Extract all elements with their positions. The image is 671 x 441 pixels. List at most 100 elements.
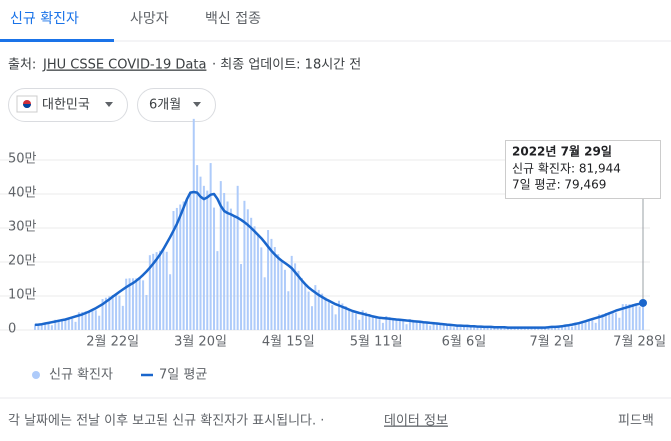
- bar: [473, 326, 476, 330]
- y-tick-label: 40만: [8, 186, 37, 201]
- y-tick-label: 0: [8, 322, 16, 337]
- bar: [351, 310, 354, 330]
- bar: [172, 211, 175, 330]
- bar: [148, 255, 151, 330]
- bar: [429, 325, 432, 330]
- bar: [523, 328, 526, 330]
- bar: [61, 319, 64, 330]
- bar: [64, 318, 67, 330]
- y-tick-label: 50만: [8, 152, 37, 167]
- bar: [402, 321, 405, 330]
- bar: [456, 324, 459, 330]
- bar: [213, 207, 216, 330]
- bar: [199, 176, 202, 330]
- bar: [442, 323, 445, 330]
- bar: [354, 313, 357, 330]
- bar: [240, 264, 243, 330]
- tab-active[interactable]: 신규 확진자: [10, 11, 79, 27]
- feedback[interactable]: 피드백: [618, 414, 654, 429]
- bar: [310, 306, 313, 330]
- bar: [77, 312, 80, 330]
- bar: [412, 319, 415, 330]
- bar: [500, 328, 503, 330]
- bar: [331, 305, 334, 330]
- bar: [547, 328, 550, 330]
- x-tick-label: 6월 6일: [442, 335, 487, 350]
- tab[interactable]: 사망자: [130, 11, 169, 27]
- bar: [128, 278, 131, 330]
- bar: [604, 313, 607, 330]
- bar: [169, 274, 172, 330]
- x-tick-label: 7월 28일: [613, 335, 666, 350]
- bar: [375, 317, 378, 330]
- bar: [381, 322, 384, 330]
- bar: [459, 324, 462, 330]
- bar: [243, 200, 246, 330]
- tab[interactable]: 백신 접종: [205, 11, 261, 27]
- footer-link[interactable]: 데이터 정보: [384, 414, 448, 429]
- flag-circle: [23, 104, 31, 108]
- range-dropdown[interactable]: [137, 88, 216, 122]
- bar: [594, 322, 597, 330]
- bar: [321, 293, 324, 330]
- bar: [209, 163, 212, 330]
- bar: [50, 325, 53, 330]
- bar: [101, 299, 104, 330]
- bar: [625, 304, 628, 330]
- tooltip-line: 7일 평균: 79,469: [512, 178, 606, 192]
- bar: [378, 319, 381, 330]
- bar: [142, 280, 145, 330]
- bar: [158, 250, 161, 330]
- bar: [601, 314, 604, 330]
- bar: [591, 320, 594, 330]
- bar: [47, 323, 50, 330]
- bar: [614, 312, 617, 330]
- bar: [425, 323, 428, 330]
- bar: [223, 192, 226, 330]
- bar: [138, 277, 141, 330]
- bar: [54, 319, 57, 330]
- bar: [152, 253, 155, 330]
- bar: [165, 251, 168, 330]
- bar: [94, 310, 97, 330]
- bar: [358, 319, 361, 330]
- bar: [81, 311, 84, 330]
- bar: [621, 304, 624, 330]
- source-prefix: 출처:: [8, 58, 36, 73]
- bar: [334, 314, 337, 330]
- bar: [118, 295, 121, 330]
- bar: [135, 278, 138, 330]
- x-tick-label: 3월 20일: [174, 335, 227, 350]
- bar: [40, 323, 43, 330]
- bar: [419, 321, 422, 330]
- bar: [304, 284, 307, 330]
- bar: [290, 255, 293, 330]
- bar: [479, 325, 482, 330]
- tooltip-title: 2022년 7월 29일: [512, 144, 612, 159]
- bar: [71, 318, 74, 330]
- bar: [206, 190, 209, 330]
- bar: [449, 325, 452, 330]
- bar: [277, 254, 280, 330]
- bar: [219, 181, 222, 330]
- bar: [348, 308, 351, 330]
- bar: [520, 327, 523, 330]
- bar: [98, 315, 101, 330]
- updated: · 최종 업데이트: 18시간 전: [212, 58, 361, 73]
- bar: [628, 304, 631, 330]
- bar: [422, 322, 425, 330]
- bar: [256, 234, 259, 330]
- bar: [186, 199, 188, 330]
- x-tick-label: 2월 22일: [86, 335, 139, 350]
- bar: [250, 217, 253, 330]
- bar: [84, 311, 87, 330]
- bar: [608, 312, 611, 330]
- country-dropdown[interactable]: [8, 88, 128, 122]
- bar: [638, 306, 641, 330]
- bar: [385, 316, 388, 330]
- bar: [554, 326, 557, 330]
- bar: [229, 208, 232, 330]
- bar: [327, 300, 330, 330]
- source-link[interactable]: JHU CSSE COVID-19 Data: [42, 58, 206, 73]
- bar: [361, 310, 364, 330]
